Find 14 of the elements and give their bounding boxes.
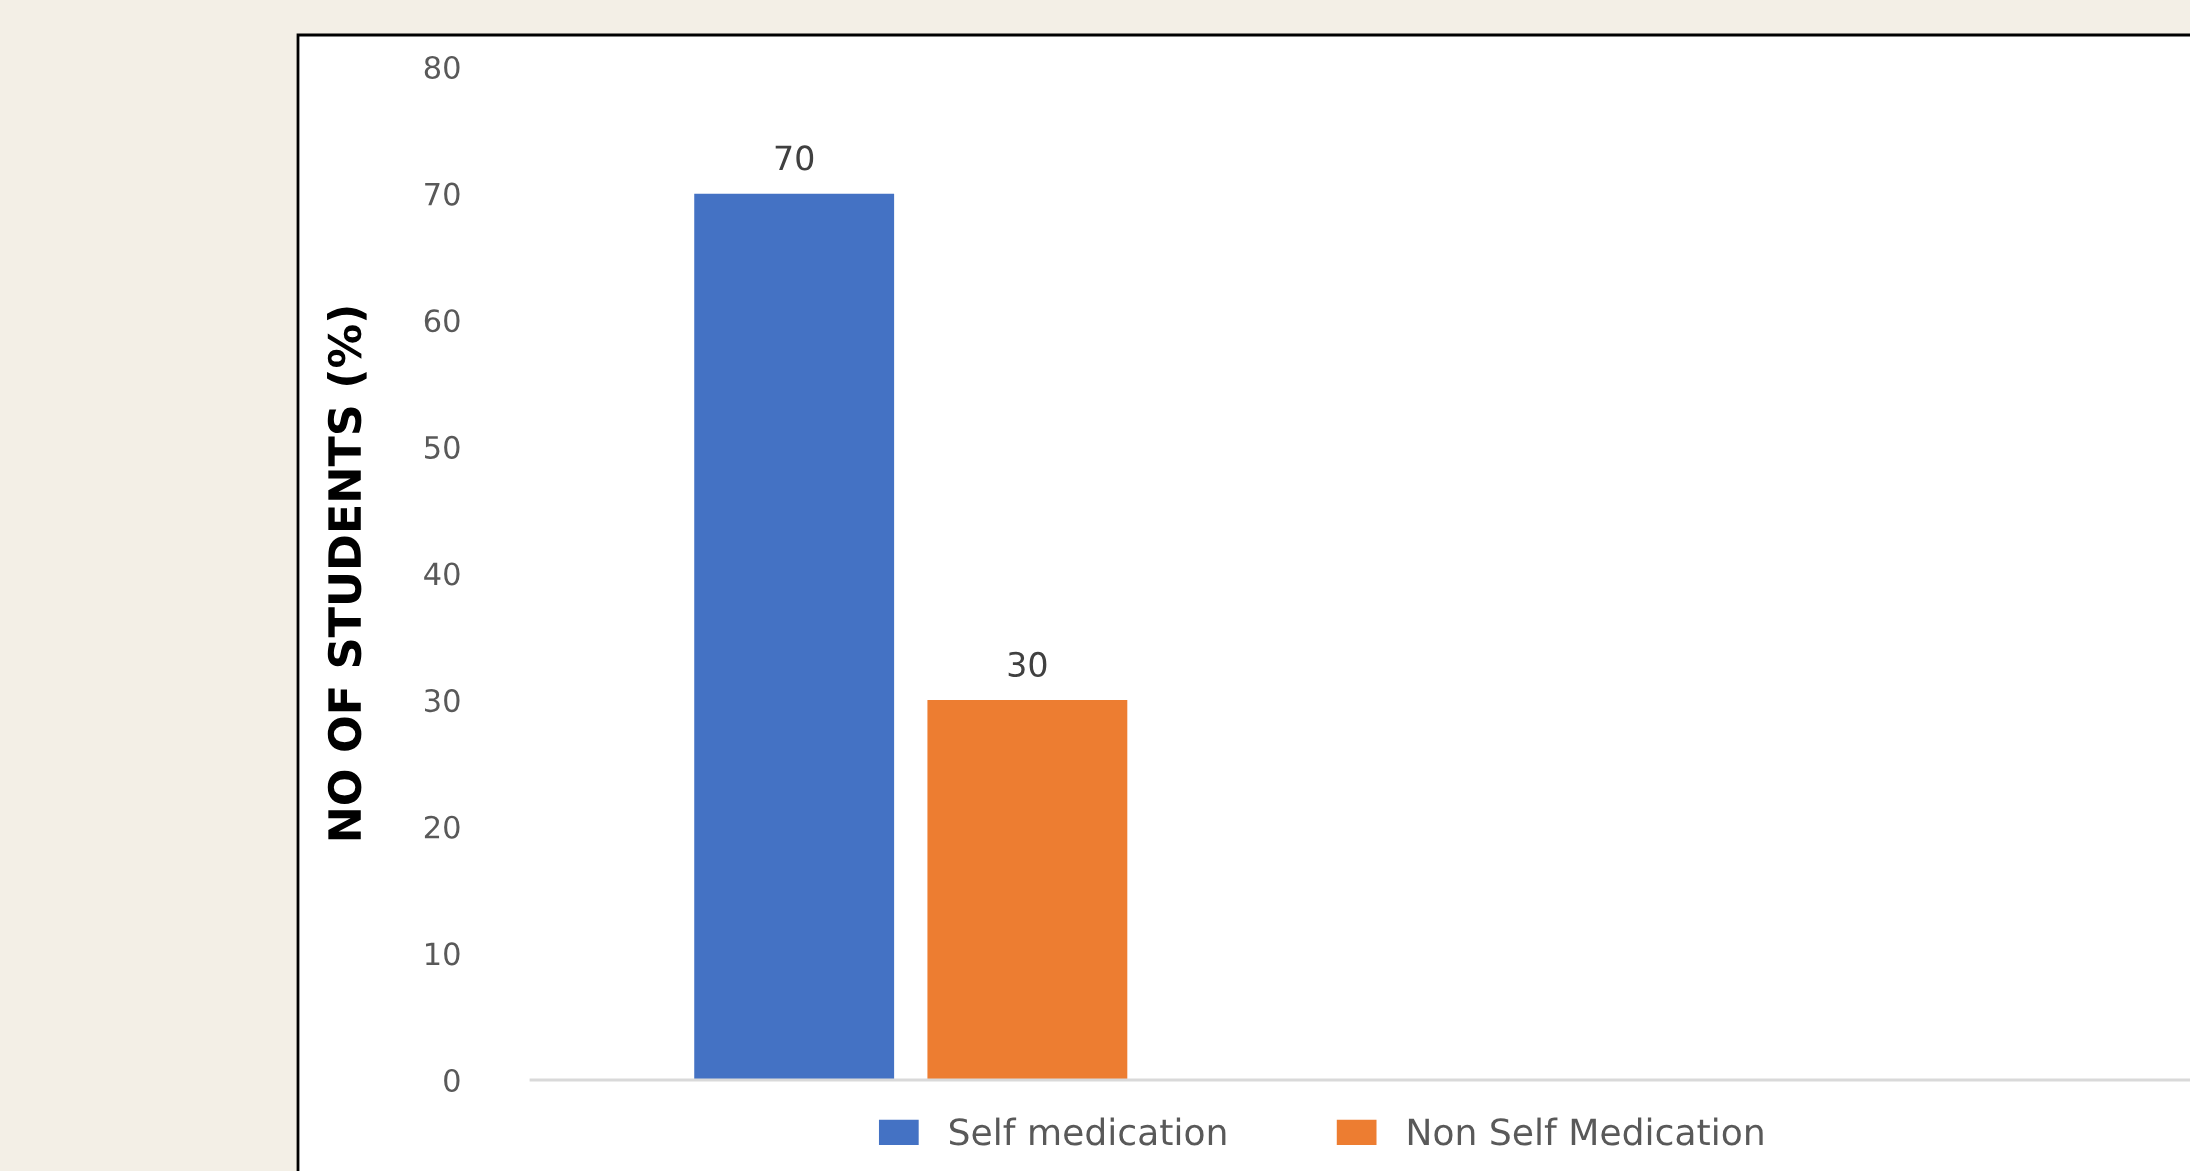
y-tick-label: 70 — [425, 182, 460, 206]
legend-label: Non Self Medication — [1408, 1117, 1763, 1146]
y-tick-label: 80 — [424, 55, 460, 80]
data-label: 30 — [1008, 651, 1047, 677]
y-tick-label: 0 — [444, 1068, 460, 1093]
y-tick-label: 10 — [426, 942, 460, 966]
y-axis-title: NO OF STUDENTS (%) — [327, 307, 367, 840]
y-tick-label: 20 — [424, 815, 460, 839]
y-tick-label: 50 — [425, 435, 460, 459]
legend-label: Self medication — [949, 1117, 1226, 1146]
y-tick-label: 40 — [424, 562, 460, 586]
data-label: 70 — [775, 145, 814, 171]
y-tick-label: 60 — [424, 309, 460, 333]
y-tick-label: 30 — [425, 689, 460, 713]
